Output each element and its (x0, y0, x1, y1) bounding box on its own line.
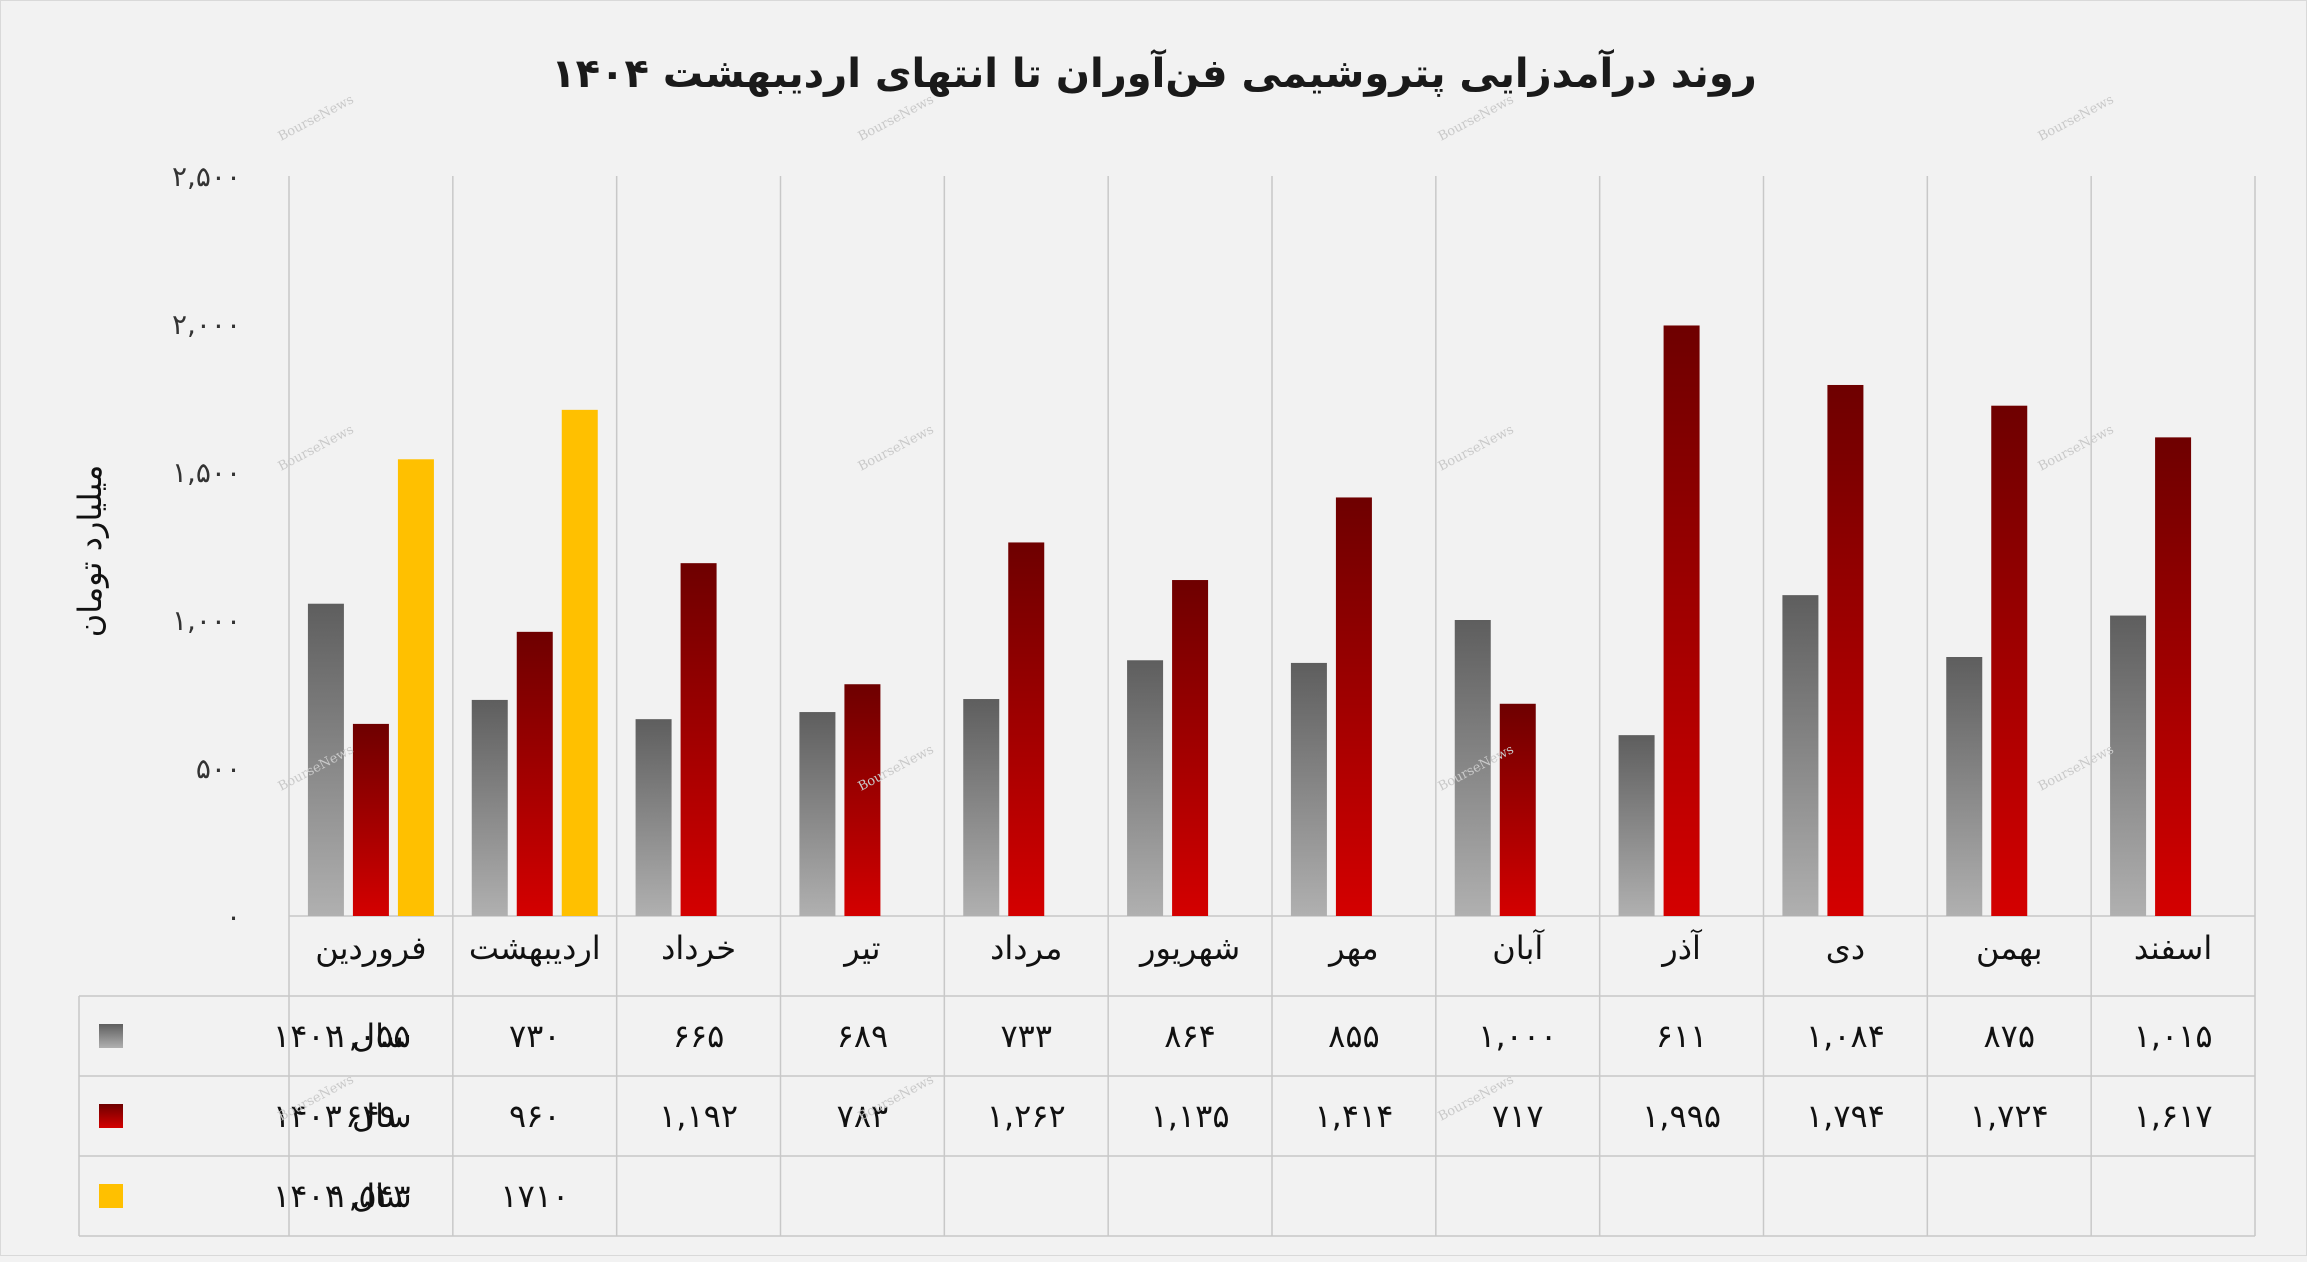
bar-1-4 (799, 712, 836, 916)
y-tick-label: ۲,۵۰۰ (172, 160, 241, 193)
data-label: ۸۵۵ (1328, 1017, 1380, 1055)
y-tick-label: ۵۰۰ (196, 752, 241, 785)
data-label: ۷۳۰ (509, 1017, 561, 1055)
bar-2-8 (1499, 703, 1536, 916)
legend-swatch-3 (99, 1184, 123, 1208)
bar-2-12 (2155, 437, 2192, 916)
data-label: ۸۶۴ (1164, 1017, 1216, 1055)
data-label: ۱,۲۶۲ (987, 1097, 1066, 1135)
data-label: ۱,۷۹۴ (1806, 1097, 1885, 1135)
legend-label: سال ۱۴۰۳ (273, 1097, 412, 1135)
y-tick-label: ۰ (226, 900, 241, 933)
data-label: ۱,۹۹۵ (1642, 1097, 1721, 1135)
data-label: ۱,۱۳۵ (1151, 1097, 1230, 1135)
bar-2-11 (1991, 405, 2028, 916)
y-tick-label: ۲,۰۰۰ (172, 308, 241, 341)
watermark: BourseNews (856, 422, 937, 474)
data-label: ۱,۱۹۲ (659, 1097, 738, 1135)
watermark: BourseNews (276, 422, 357, 474)
bar-1-8 (1454, 620, 1491, 916)
category-label: تیر (842, 929, 880, 967)
y-tick-label: ۱,۵۰۰ (172, 456, 241, 489)
y-tick-label: ۱,۰۰۰ (172, 604, 241, 637)
bar-2-7 (1335, 497, 1372, 916)
category-label: فروردین (315, 929, 426, 967)
data-label: ۹۶۰ (509, 1097, 561, 1135)
data-label: ۸۷۵ (1983, 1017, 2035, 1055)
category-label: مرداد (990, 929, 1062, 967)
data-label: ۱,۰۱۵ (2134, 1017, 2213, 1055)
category-label: اسفند (2134, 929, 2212, 967)
bar-3-1 (397, 459, 434, 916)
bar-1-5 (963, 699, 1000, 916)
category-label: اردیبهشت (469, 929, 601, 967)
watermark: BourseNews (1436, 92, 1517, 144)
bar-1-10 (1782, 595, 1819, 916)
category-label: مهر (1327, 929, 1379, 967)
bar-2-6 (1172, 580, 1209, 916)
category-label: شهریور (1138, 929, 1240, 967)
data-label: ۱,۵۴۳ (331, 1177, 410, 1215)
bar-3-2 (561, 409, 598, 916)
legend-label: سال ۱۴۰۲ (273, 1017, 412, 1055)
category-label: خرداد (661, 929, 736, 967)
data-label: ۷۳۳ (1000, 1017, 1052, 1055)
data-label: ۷۸۳ (837, 1097, 889, 1135)
bar-2-2 (516, 631, 553, 916)
bar-1-9 (1618, 735, 1655, 916)
bar-1-1 (307, 603, 344, 916)
y-axis-title: میلیارد تومان (71, 465, 109, 638)
category-label: دی (1826, 929, 1865, 967)
data-label: ۱,۰۰۰ (1478, 1017, 1557, 1055)
data-label: ۱,۰۸۴ (1806, 1017, 1885, 1055)
data-label: ۱,۴۱۴ (1314, 1097, 1393, 1135)
bar-2-5 (1008, 542, 1045, 916)
watermark: BourseNews (2036, 92, 2117, 144)
watermark: BourseNews (2036, 422, 2117, 474)
category-label: آذر (1660, 928, 1703, 967)
bar-1-11 (1946, 657, 1983, 916)
data-label: ۷۱۷ (1492, 1097, 1544, 1135)
legend-label: سال ۱۴۰۴ (273, 1177, 412, 1215)
bar-1-3 (635, 719, 672, 916)
data-label: ۱,۷۲۴ (1970, 1097, 2049, 1135)
category-label: آبان (1492, 928, 1545, 967)
data-label: ۱,۶۱۷ (2134, 1097, 2213, 1135)
data-label: ۶۸۹ (837, 1017, 889, 1055)
data-label: ۶۶۵ (673, 1017, 725, 1055)
bar-2-9 (1663, 325, 1700, 917)
chart-title: روند درآمدزایی پتروشیمی فن‌آوران تا انته… (551, 48, 1756, 97)
watermark: BourseNews (1436, 422, 1517, 474)
watermark: BourseNews (276, 92, 357, 144)
bar-1-12 (2110, 615, 2147, 916)
legend-swatch-1 (99, 1024, 123, 1048)
data-label: ۶۴۹ (345, 1097, 397, 1135)
watermark: BourseNews (856, 92, 937, 144)
data-label: ۱۷۱۰ (500, 1177, 569, 1215)
bar-2-3 (680, 563, 717, 916)
bar-2-1 (352, 723, 389, 916)
bar-2-4 (844, 684, 881, 916)
bar-1-6 (1127, 660, 1164, 916)
data-label: ۶۱۱ (1656, 1017, 1708, 1055)
watermark: BourseNews (2036, 742, 2117, 794)
legend-swatch-2 (99, 1104, 123, 1128)
bar-1-7 (1290, 662, 1327, 916)
category-label: بهمن (1976, 929, 2043, 967)
data-label: ۱,۰۵۵ (331, 1017, 410, 1055)
bar-1-2 (471, 699, 508, 916)
bar-2-10 (1827, 384, 1864, 916)
